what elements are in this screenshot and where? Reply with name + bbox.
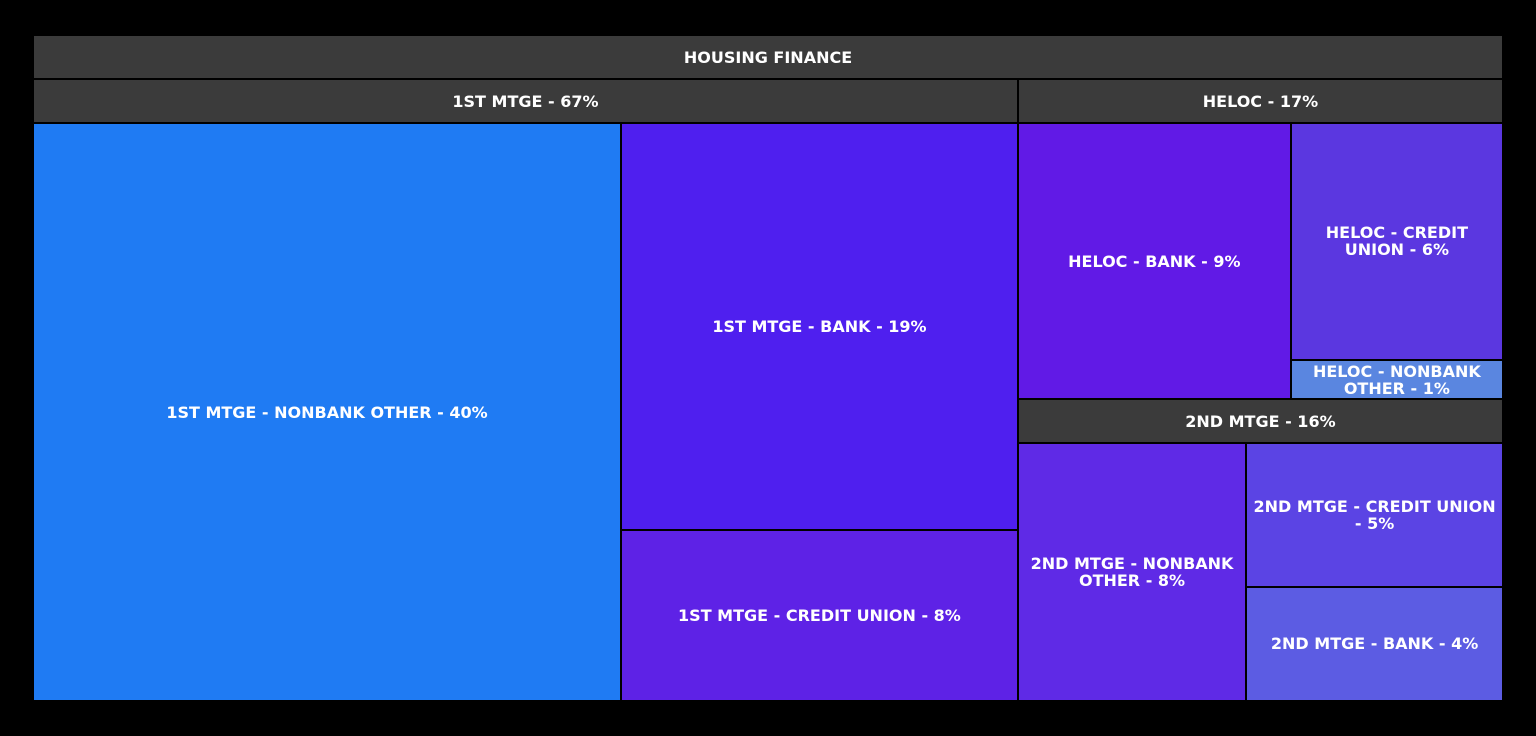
treemap-cell: 1ST MTGE - BANK - 19% [621, 123, 1018, 530]
treemap-cell: 2ND MTGE - BANK - 4% [1246, 586, 1503, 701]
group-header: 1ST MTGE - 67% [33, 79, 1018, 123]
treemap-cell: 2ND MTGE - NONBANK OTHER - 8% [1017, 443, 1247, 701]
group-header: HELOC - 17% [1017, 79, 1503, 123]
group-header: 2ND MTGE - 16% [1017, 399, 1503, 444]
treemap-cell: HELOC - CREDIT UNION - 6% [1290, 123, 1503, 360]
chart-title: HOUSING FINANCE [33, 35, 1503, 79]
treemap-cell: 1ST MTGE - CREDIT UNION - 8% [621, 529, 1018, 701]
treemap-cell: HELOC - NONBANK OTHER - 1% [1290, 359, 1503, 400]
treemap-cell: HELOC - BANK - 9% [1017, 123, 1291, 400]
treemap-cell: 1ST MTGE - NONBANK OTHER - 40% [33, 123, 621, 701]
treemap-cell: 2ND MTGE - CREDIT UNION - 5% [1246, 443, 1503, 587]
